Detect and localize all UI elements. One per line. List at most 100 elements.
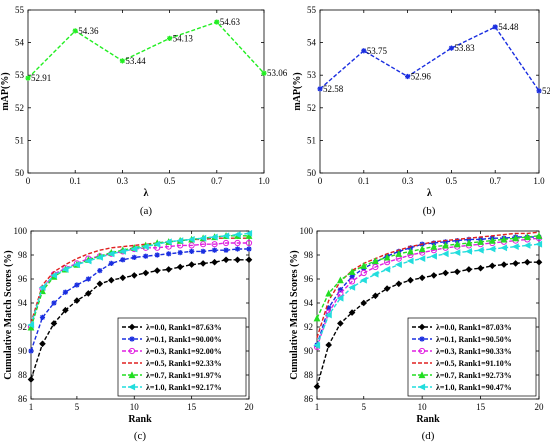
data-point [407, 247, 414, 255]
data-point [337, 290, 344, 297]
data-point [395, 250, 403, 257]
x-tick-label: 0 [318, 176, 323, 186]
data-point [200, 241, 207, 248]
legend-label: λ=0.5, Rank1=92.33% [146, 359, 222, 368]
data-point [27, 321, 35, 329]
data-point [360, 269, 367, 277]
data-point [131, 254, 137, 260]
data-point [418, 245, 426, 253]
data-point [337, 320, 344, 327]
data-label: 53.44 [125, 56, 146, 66]
data-point [395, 261, 402, 269]
legend-marker [419, 336, 425, 342]
x-axis-title: λ [427, 188, 432, 199]
data-point [348, 309, 356, 316]
series-5 [313, 240, 543, 349]
data-point [85, 276, 91, 282]
data-point [246, 246, 252, 252]
data-label: 52.58 [323, 84, 344, 94]
legend-label: λ=0.1, Rank1=90.00% [146, 335, 222, 344]
data-point [153, 240, 161, 248]
data-point [500, 261, 508, 268]
data-point [38, 283, 46, 291]
data-point [39, 287, 46, 295]
data-point [176, 263, 184, 271]
data-point [348, 283, 356, 291]
y-tick-label: 86 [304, 394, 314, 404]
data-point [430, 272, 438, 279]
data-point [383, 265, 391, 273]
x-tick-label: 0.1 [358, 176, 369, 186]
data-point [234, 256, 241, 264]
data-point [189, 248, 195, 254]
data-point [360, 276, 367, 284]
data-point [523, 241, 531, 249]
data-point [407, 276, 414, 284]
series-0: 52.58 53.75 52.96 53.83 54.48 52.52 [317, 22, 550, 96]
x-tick-label: 5 [75, 402, 80, 412]
data-label: 53.06 [267, 68, 288, 78]
data-point [142, 269, 150, 277]
series-1 [28, 246, 252, 354]
data-point [476, 246, 484, 254]
data-point [119, 274, 127, 282]
y-tick-label: 50 [15, 168, 25, 178]
data-point [177, 250, 183, 256]
data-point [245, 239, 253, 247]
data-point [164, 238, 172, 246]
x-tick-label: 0.3 [117, 176, 129, 186]
data-point [441, 250, 449, 258]
data-point [317, 86, 323, 92]
data-point [405, 73, 411, 80]
legend-label: λ=0.7, Rank1=92.73% [436, 371, 512, 380]
series-4 [313, 232, 543, 322]
series-line [30, 232, 250, 326]
data-point [108, 276, 115, 284]
data-point [313, 314, 321, 322]
data-label: 52.96 [411, 72, 432, 82]
legend-label: λ=0.5, Rank1=91.10% [436, 359, 512, 368]
data-point [349, 274, 355, 280]
data-point [85, 290, 92, 297]
data-point [313, 341, 321, 349]
data-point [418, 255, 426, 263]
data-point [477, 264, 484, 272]
data-point [245, 256, 253, 264]
data-point [465, 239, 473, 247]
panel-label: (d) [422, 430, 435, 442]
series-line [30, 242, 249, 328]
series-line [319, 26, 540, 92]
data-point [313, 383, 321, 390]
y-tick-label: 92 [304, 322, 313, 332]
data-point [72, 28, 78, 34]
data-point [27, 376, 35, 383]
x-axis-title: Rank [416, 414, 440, 425]
data-point [500, 235, 508, 243]
y-tick-label: 94 [304, 298, 314, 308]
series-0: 52.91 54.36 53.44 54.13 54.63 53.06 [25, 17, 288, 83]
x-tick-label: 1.0 [258, 176, 270, 186]
y-tick-label: 53 [307, 70, 317, 80]
data-point [430, 252, 437, 260]
x-tick-label: 1 [315, 402, 320, 412]
data-point [187, 235, 195, 243]
data-point [477, 238, 484, 245]
data-point [453, 268, 461, 276]
data-point [199, 234, 207, 242]
data-point [233, 231, 241, 239]
legend-label: λ=1.0, Rank1=90.47% [436, 383, 512, 392]
data-point [442, 241, 449, 249]
plot-frame [319, 9, 540, 174]
data-point [453, 249, 461, 257]
data-point [372, 292, 379, 300]
data-label: 52.52 [542, 86, 550, 96]
data-point [130, 245, 138, 253]
y-tick-label: 51 [15, 135, 24, 145]
data-point [360, 299, 368, 307]
chart-panel-0: 50 51 52 53 54 55 0 0.1 0.3 0.5 0.7 1.0 λ mAP(%) (a) 52… [0, 5, 288, 217]
data-point [119, 58, 125, 64]
data-point [188, 261, 195, 268]
data-point [153, 267, 161, 274]
data-point [348, 278, 356, 285]
